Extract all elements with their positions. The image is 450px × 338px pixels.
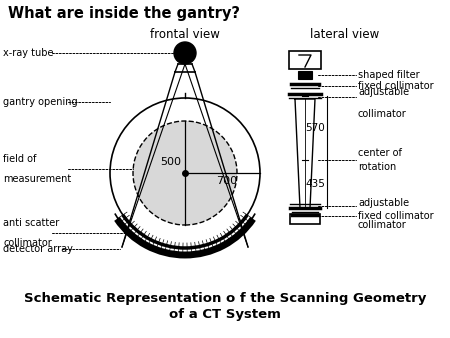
Text: 435: 435 bbox=[305, 179, 325, 189]
Circle shape bbox=[133, 121, 237, 225]
Text: field of: field of bbox=[3, 154, 36, 164]
Text: gantry opening: gantry opening bbox=[3, 97, 77, 107]
Text: fixed collimator: fixed collimator bbox=[358, 211, 434, 221]
Text: center of: center of bbox=[358, 148, 402, 158]
Text: detector array: detector array bbox=[3, 244, 73, 254]
Text: of a CT System: of a CT System bbox=[169, 308, 281, 321]
Text: adjustable: adjustable bbox=[358, 198, 409, 208]
Text: 570: 570 bbox=[305, 123, 325, 133]
Text: Schematic Representation o f the Scanning Geometry: Schematic Representation o f the Scannin… bbox=[24, 292, 426, 305]
Text: adjustable: adjustable bbox=[358, 87, 409, 97]
Bar bbox=[289, 51, 321, 69]
Text: measurement: measurement bbox=[3, 174, 71, 184]
Text: lateral view: lateral view bbox=[310, 28, 380, 41]
Bar bbox=[290, 214, 320, 224]
Bar bbox=[298, 71, 312, 79]
Text: 700: 700 bbox=[216, 176, 238, 186]
Text: 500: 500 bbox=[161, 157, 181, 167]
Text: collimator: collimator bbox=[3, 238, 52, 248]
Text: fixed collimator: fixed collimator bbox=[358, 81, 434, 91]
Text: shaped filter: shaped filter bbox=[358, 70, 419, 80]
Text: collimator: collimator bbox=[358, 97, 407, 119]
Text: What are inside the gantry?: What are inside the gantry? bbox=[8, 6, 240, 21]
Text: collimator: collimator bbox=[358, 208, 407, 230]
Text: anti scatter: anti scatter bbox=[3, 218, 59, 228]
Text: rotation: rotation bbox=[358, 162, 396, 172]
Text: frontal view: frontal view bbox=[150, 28, 220, 41]
Circle shape bbox=[174, 42, 196, 64]
Text: x-ray tube: x-ray tube bbox=[3, 48, 54, 58]
